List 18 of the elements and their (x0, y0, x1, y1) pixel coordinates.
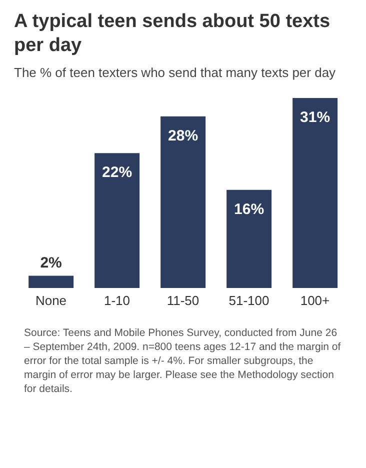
x-tick-label: 100+ (300, 293, 330, 308)
x-tick-label: None (35, 293, 67, 308)
x-tick-label: 1-10 (104, 293, 130, 308)
chart-subtitle: The % of teen texters who send that many texts per day (13, 64, 337, 82)
data-label: 2% (40, 254, 62, 272)
source-note: Source: Teens and Mobile Phones Survey, conducted from June 26 – September 24th, 2009. n=800 teens ages 12-17 and the margin of error for the total sample is +/- 4%. For smaller subgroups, the margin of error may be larger. Please see the Methodology section for details. (23, 326, 342, 396)
chart-title: A typical teen sends about 50 texts per day (13, 10, 332, 58)
x-tick-label: 11-50 (166, 293, 200, 308)
data-label: 16% (234, 200, 264, 218)
data-label: 31% (300, 109, 330, 126)
bar (226, 190, 272, 288)
bar (292, 98, 338, 288)
data-label: 22% (102, 164, 132, 182)
bar (28, 276, 74, 288)
x-tick-label: 51-100 (228, 293, 270, 308)
bar (160, 116, 206, 288)
data-label: 28% (168, 127, 198, 144)
bar (94, 153, 140, 288)
